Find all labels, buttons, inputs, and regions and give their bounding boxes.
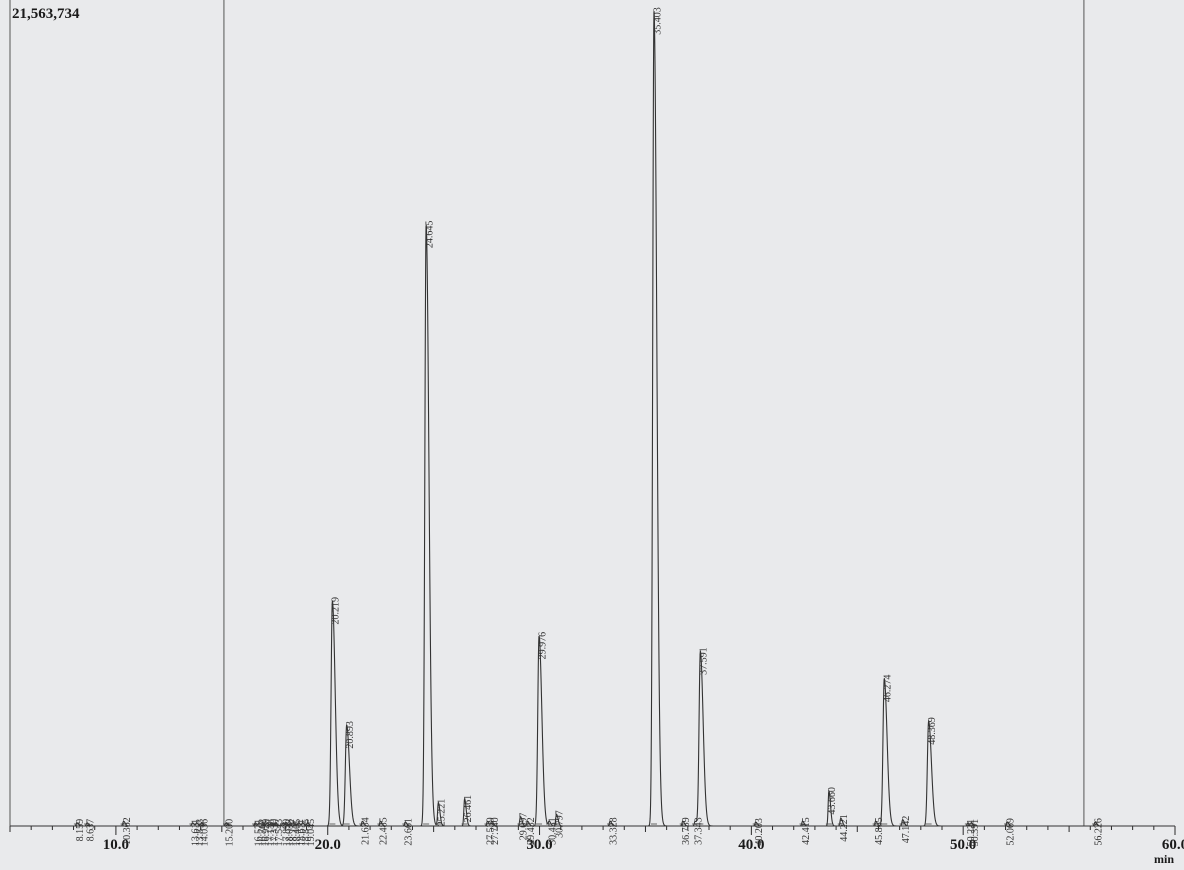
peak-label: 42.415 xyxy=(801,817,812,845)
peak-label: 17.543 xyxy=(274,819,285,847)
peak-label: 44.221 xyxy=(839,814,850,842)
peak-label: 56.226 xyxy=(1093,818,1104,846)
peak-label: 36.759 xyxy=(681,817,692,845)
peak-label: 50.221 xyxy=(966,819,977,847)
peak-label: 40.203 xyxy=(754,818,765,846)
peak-label: 33.328 xyxy=(608,817,619,845)
peak-label: 27.539 xyxy=(486,817,497,845)
peak-label: 13.611 xyxy=(191,819,202,846)
peak-label: 16.571 xyxy=(253,819,264,847)
peak-label: 18.815 xyxy=(301,819,312,847)
peak-label: 29.976 xyxy=(537,632,548,660)
peak-label: 19.045 xyxy=(306,819,317,847)
peak-label: 29.097 xyxy=(519,813,530,841)
peak-label: 20.219 xyxy=(331,597,342,625)
x-tick-label: 40.0 xyxy=(738,837,764,853)
x-tick-label: 50.0 xyxy=(950,837,976,853)
peak-label: 8.637 xyxy=(85,819,96,842)
peak-label: 47.142 xyxy=(901,816,912,844)
x-tick-label: 60.0 xyxy=(1162,837,1184,853)
peak-label: 37.343 xyxy=(693,817,704,845)
peak-label: 27.740 xyxy=(490,817,501,845)
peak-label: 13.813 xyxy=(195,819,206,847)
peak-label: 8.159 xyxy=(75,819,86,842)
peak-label: 18.405 xyxy=(292,819,303,847)
peak-label: 17.890 xyxy=(281,819,292,847)
peak-label: 46.274 xyxy=(883,675,894,703)
y-max-label: 21,563,734 xyxy=(12,6,80,22)
peak-label: 37.591 xyxy=(699,647,710,675)
peak-label: 29.432 xyxy=(526,817,537,845)
peak-label: 25.221 xyxy=(437,799,448,827)
x-tick-label: 20.0 xyxy=(315,837,341,853)
peak-label: 10.362 xyxy=(122,817,133,845)
peak-label: 26.461 xyxy=(463,795,474,823)
peak-label: 18.033 xyxy=(284,819,295,847)
peak-label: 35.403 xyxy=(652,7,663,35)
peak-label: 20.893 xyxy=(345,721,356,749)
chromatogram-trace xyxy=(10,11,1175,827)
peak-label: 52.069 xyxy=(1005,818,1016,846)
x-axis-ticks: 10.0 20.0 30.0 40.0 50.0 60.0 xyxy=(9,826,1184,853)
peak-label: 18.611 xyxy=(297,819,308,846)
peak-label: 22.485 xyxy=(379,817,390,845)
peak-label: 48.369 xyxy=(927,717,938,745)
peak-label: 17.138 xyxy=(265,819,276,847)
peak-label: 30.797 xyxy=(555,810,566,838)
peak-label: 23.661 xyxy=(404,818,415,846)
peak-label: 50.391 xyxy=(970,819,981,847)
peak-label: 24.645 xyxy=(424,221,435,249)
peak-label: 17.330 xyxy=(269,819,280,847)
x-axis-unit: min xyxy=(1154,852,1175,866)
peak-label: 14.036 xyxy=(200,819,211,847)
peak-label: 15.200 xyxy=(224,819,235,847)
x-tick-label: 30.0 xyxy=(526,837,552,853)
peak-label: 21.634 xyxy=(361,817,372,845)
peak-label: 43.660 xyxy=(827,787,838,815)
peak-label: 30.451 xyxy=(547,817,558,845)
event-markers xyxy=(9,0,1085,826)
peak-label: 16.762 xyxy=(257,819,268,847)
peak-label: 45.865 xyxy=(874,817,885,845)
peak-label: 16.929 xyxy=(261,819,272,847)
trace-line xyxy=(10,11,1175,827)
peak-label: 18.237 xyxy=(289,819,300,847)
x-tick-label: 10.0 xyxy=(103,837,129,853)
